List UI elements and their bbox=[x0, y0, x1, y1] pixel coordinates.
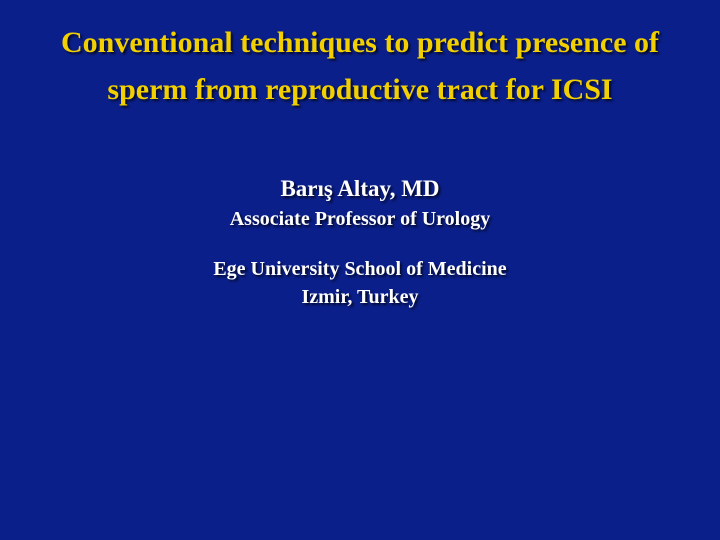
author-block: Barış Altay, MD Associate Professor of U… bbox=[0, 173, 720, 311]
author-name: Barış Altay, MD bbox=[0, 173, 720, 205]
affiliation-line-2: Izmir, Turkey bbox=[0, 283, 720, 311]
slide-title: Conventional techniques to predict prese… bbox=[40, 20, 680, 113]
affiliation-line-1: Ege University School of Medicine bbox=[0, 255, 720, 283]
author-role: Associate Professor of Urology bbox=[0, 205, 720, 233]
slide: Conventional techniques to predict prese… bbox=[0, 0, 720, 540]
